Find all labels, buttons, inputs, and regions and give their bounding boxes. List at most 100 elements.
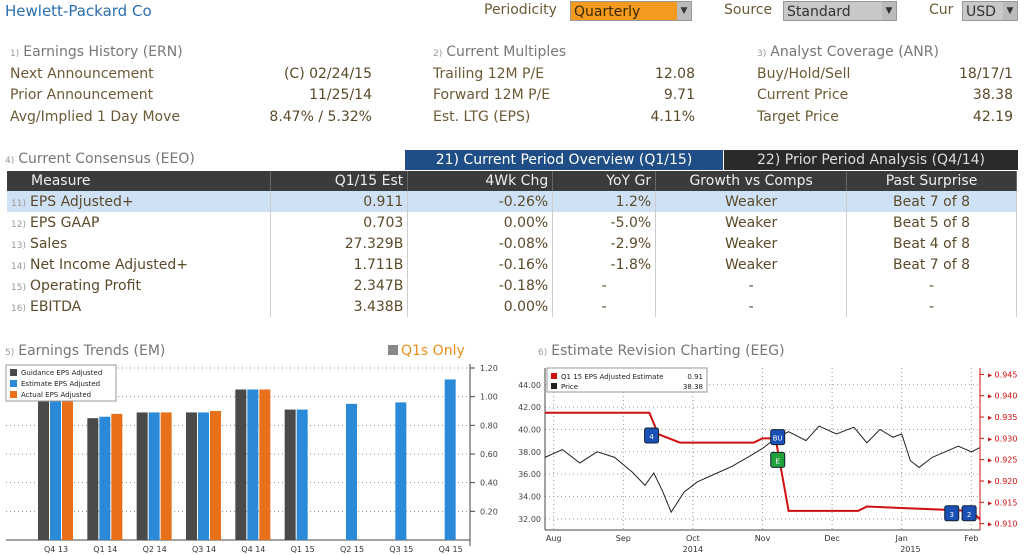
comps-cell: - <box>655 275 848 296</box>
legend-label: Price <box>561 383 578 391</box>
x-tick-label: Q3 15 <box>389 545 413 554</box>
x-tick-label: Feb <box>964 534 978 543</box>
periodicity-select[interactable]: Quarterly ▼ <box>570 1 692 21</box>
left-tick-label: 32.00 <box>518 515 541 524</box>
measure-cell[interactable]: 14) Net Income Adjusted+ <box>7 254 272 275</box>
event-marker <box>770 429 786 446</box>
yoy-cell: -1.8% <box>552 254 657 275</box>
legend-label: Estimate EPS Adjusted <box>21 380 100 388</box>
legend-swatch <box>10 391 17 398</box>
next-announcement-value: (C) 02/24/15 <box>283 66 372 82</box>
currency-value: USD <box>966 4 996 20</box>
measure-cell[interactable]: 16) EBITDA <box>7 296 272 317</box>
est-cell: 0.703 <box>270 212 409 233</box>
y-tick-label: 1.20 <box>480 364 498 373</box>
left-tick-label: 34.00 <box>518 492 541 501</box>
analyst-coverage-title[interactable]: 3) Analyst Coverage (ANR) <box>757 44 939 60</box>
bar <box>247 389 259 540</box>
surprise-cell: Beat 7 of 8 <box>846 254 1017 275</box>
left-tick-label: 40.00 <box>518 425 541 434</box>
chg-cell: 0.00% <box>407 212 554 233</box>
earnings-trends-title[interactable]: 5) Earnings Trends (EM) <box>5 343 166 359</box>
consensus-title[interactable]: 4) Current Consensus (EEO) <box>5 151 195 167</box>
surprise-cell: Beat 5 of 8 <box>846 212 1017 233</box>
legend-label: Q1 15 EPS Adjusted Estimate <box>561 373 663 381</box>
chg-cell: -0.16% <box>407 254 554 275</box>
x-tick-label: Q2 15 <box>340 545 364 554</box>
table-row[interactable]: 16) EBITDA 3.438B 0.00% - - - <box>7 296 1017 317</box>
currency-select[interactable]: USD ▼ <box>962 1 1018 21</box>
col-4wk: 4Wk Chg <box>407 171 554 191</box>
earnings-history-title[interactable]: 1) Earnings History (ERN) <box>10 44 183 60</box>
yoy-cell: -5.0% <box>552 212 657 233</box>
bar <box>62 396 73 540</box>
x-tick-label: Q4 14 <box>241 545 265 554</box>
year-label: 2014 <box>683 545 703 554</box>
bar <box>284 409 296 540</box>
measure-cell[interactable]: 12) EPS GAAP <box>7 212 272 233</box>
x-tick-label: Sep <box>616 534 631 543</box>
x-tick-label: Dec <box>824 534 839 543</box>
bar <box>444 379 456 540</box>
bar <box>235 389 247 540</box>
source-select[interactable]: Standard ▼ <box>783 1 897 21</box>
table-row[interactable]: 15) Operating Profit 2.347B -0.18% - - - <box>7 275 1017 296</box>
next-announcement-label: Next Announcement <box>10 66 154 82</box>
chg-cell: 0.00% <box>407 296 554 317</box>
right-tick-label: ▸ 0.940 <box>988 392 1017 401</box>
table-header: Measure Q1/15 Est 4Wk Chg YoY Gr Growth … <box>7 171 1017 191</box>
chevron-down-icon[interactable]: ▼ <box>677 2 691 20</box>
left-tick-label: 42.00 <box>518 403 541 412</box>
year-label: 2015 <box>900 545 920 554</box>
event-marker-label: 2 <box>967 511 971 519</box>
x-tick-label: Q2 14 <box>143 545 167 554</box>
comps-cell: Weaker <box>655 212 848 233</box>
measure-cell[interactable]: 11) EPS Adjusted+ <box>7 191 272 212</box>
table-row[interactable]: 14) Net Income Adjusted+ 1.711B -0.16% -1… <box>7 254 1017 275</box>
chevron-down-icon[interactable]: ▼ <box>1003 2 1017 20</box>
table-row[interactable]: 12) EPS GAAP 0.703 0.00% -5.0% Weaker Bea… <box>7 212 1017 233</box>
table-row[interactable]: 13) Sales 27.329B -0.08% -2.9% Weaker Bea… <box>7 233 1017 254</box>
q1s-only-toggle[interactable]: Q1s Only <box>388 343 465 359</box>
bar <box>296 409 308 540</box>
event-marker-label: BU <box>773 435 783 443</box>
trailing-pe-label: Trailing 12M P/E <box>433 66 545 82</box>
trailing-pe-value: 12.08 <box>654 66 695 82</box>
bar <box>87 418 99 540</box>
col-measure: Measure <box>7 171 272 191</box>
legend-label: Guidance EPS Adjusted <box>21 369 102 377</box>
measure-cell[interactable]: 15) Operating Profit <box>7 275 272 296</box>
left-tick-label: 38.00 <box>518 448 541 457</box>
chevron-down-icon[interactable]: ▼ <box>882 2 896 20</box>
col-yoy: YoY Gr <box>552 171 657 191</box>
bar <box>210 411 221 540</box>
event-marker <box>944 505 960 522</box>
right-tick-label: ▸ 0.915 <box>988 498 1017 507</box>
event-marker <box>770 451 786 468</box>
legend-label: Actual EPS Adjusted <box>21 391 91 399</box>
bar <box>160 412 172 540</box>
source-value: Standard <box>787 4 851 20</box>
tab-current-period[interactable]: 21) Current Period Overview (Q1/15) <box>405 150 723 170</box>
right-tick-label: ▸ 0.920 <box>988 477 1017 486</box>
x-tick-label: Aug <box>546 534 562 543</box>
bar <box>198 412 209 540</box>
checkbox-icon[interactable] <box>388 345 398 355</box>
y-tick-label: 0.20 <box>480 507 498 516</box>
tab-prior-period[interactable]: 22) Prior Period Analysis (Q4/14) <box>724 150 1018 170</box>
estimate-revision-title[interactable]: 6) Estimate Revision Charting (EEG) <box>538 343 785 359</box>
currency-label: Cur <box>929 2 954 18</box>
y-tick-label: 0.60 <box>480 450 498 459</box>
right-tick-label: ▸ 0.925 <box>988 456 1017 465</box>
right-tick-label: ▸ 0.930 <box>988 434 1017 443</box>
table-row[interactable]: 11) EPS Adjusted+ 0.911 -0.26% 1.2% Weake… <box>7 191 1017 212</box>
legend <box>5 364 117 402</box>
surprise-cell: Beat 4 of 8 <box>846 233 1017 254</box>
measure-cell[interactable]: 13) Sales <box>7 233 272 254</box>
legend-swatch <box>551 383 557 389</box>
legend <box>546 367 708 393</box>
bar <box>136 412 148 540</box>
source-label: Source <box>724 2 773 18</box>
col-growth: Growth vs Comps <box>655 171 848 191</box>
comps-cell: Weaker <box>655 191 848 212</box>
